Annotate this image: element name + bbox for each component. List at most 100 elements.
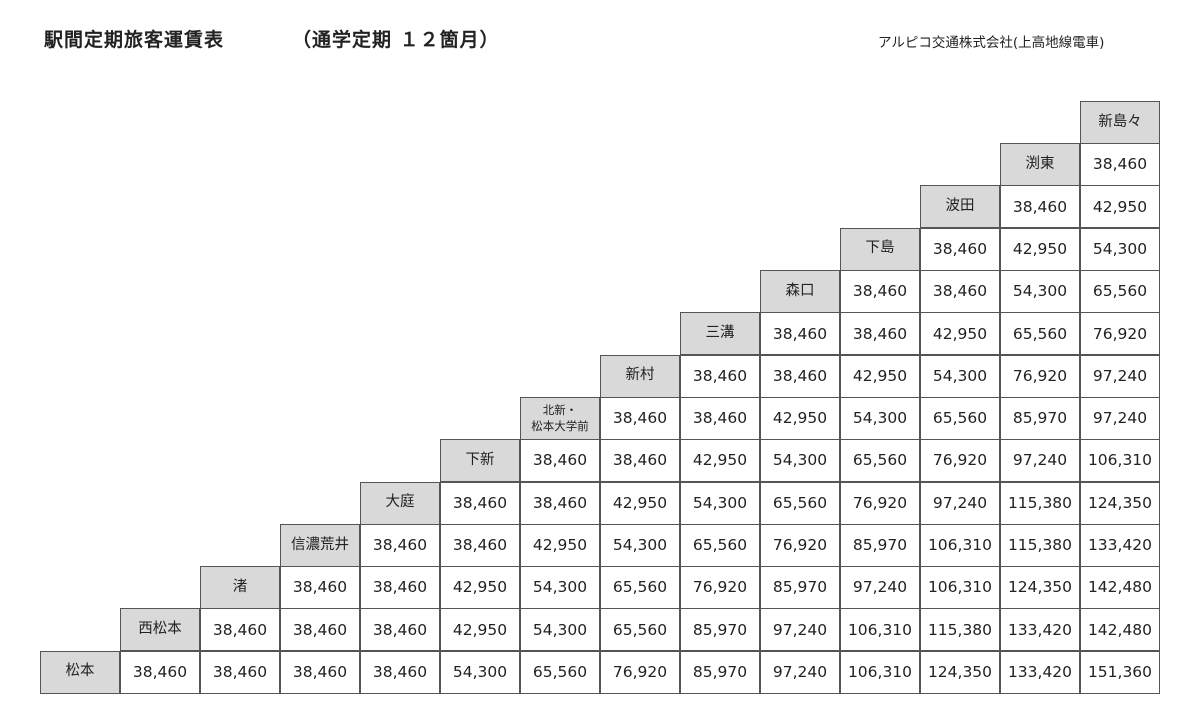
- fare-cell: 97,240: [1080, 396, 1160, 440]
- fare-cell: 38,460: [680, 354, 760, 398]
- fare-cell: 38,460: [280, 566, 360, 610]
- fare-cell: 38,460: [840, 312, 920, 356]
- fare-cell: 54,300: [920, 354, 1000, 398]
- fare-cell: 54,300: [680, 481, 760, 525]
- station-label: 新島々: [1080, 100, 1160, 144]
- fare-cell: 85,970: [760, 566, 840, 610]
- fare-cell: 38,460: [280, 650, 360, 694]
- station-label: 下新: [440, 439, 520, 483]
- fare-cell: 38,460: [600, 396, 680, 440]
- fare-cell: 106,310: [920, 523, 1000, 567]
- fare-cell: 42,950: [920, 312, 1000, 356]
- fare-cell: 42,950: [440, 566, 520, 610]
- fare-cell: 54,300: [520, 608, 600, 652]
- fare-cell: 42,950: [1080, 185, 1160, 229]
- fare-cell: 76,920: [840, 481, 920, 525]
- fare-cell: 76,920: [1000, 354, 1080, 398]
- station-label: 渚: [200, 566, 280, 610]
- fare-cell: 76,920: [600, 650, 680, 694]
- station-label: 新村: [600, 354, 680, 398]
- fare-cell: 42,950: [440, 608, 520, 652]
- fare-cell: 76,920: [1080, 312, 1160, 356]
- fare-cell: 38,460: [1000, 185, 1080, 229]
- fare-cell: 38,460: [680, 396, 760, 440]
- station-label: 波田: [920, 185, 1000, 229]
- fare-cell: 142,480: [1080, 566, 1160, 610]
- fare-cell: 106,310: [1080, 439, 1160, 483]
- fare-cell: 76,920: [760, 523, 840, 567]
- page-subtitle: （通学定期 １２箇月）: [292, 29, 500, 51]
- station-label: 信濃荒井: [280, 523, 360, 567]
- station-label: 下島: [840, 227, 920, 271]
- fare-cell: 54,300: [520, 566, 600, 610]
- fare-cell: 133,420: [1000, 608, 1080, 652]
- station-label: 北新・ 松本大学前: [520, 396, 600, 440]
- station-label: 西松本: [120, 608, 200, 652]
- fare-cell: 142,480: [1080, 608, 1160, 652]
- fare-cell: 65,560: [840, 439, 920, 483]
- fare-cell: 97,240: [840, 566, 920, 610]
- fare-cell: 42,950: [1000, 227, 1080, 271]
- fare-cell: 54,300: [1000, 270, 1080, 313]
- fare-cell: 124,350: [1080, 481, 1160, 525]
- fare-cell: 97,240: [920, 481, 1000, 525]
- fare-cell: 54,300: [840, 396, 920, 440]
- fare-cell: 133,420: [1000, 650, 1080, 694]
- fare-cell: 38,460: [440, 523, 520, 567]
- fare-cell: 65,560: [1080, 270, 1160, 313]
- fare-cell: 65,560: [600, 608, 680, 652]
- station-label: 三溝: [680, 312, 760, 356]
- fare-cell: 106,310: [840, 608, 920, 652]
- fare-cell: 97,240: [1000, 439, 1080, 483]
- fare-cell: 38,460: [360, 608, 440, 652]
- fare-cell: 76,920: [920, 439, 1000, 483]
- fare-cell: 65,560: [680, 523, 760, 567]
- fare-cell: 65,560: [1000, 312, 1080, 356]
- fare-cell: 42,950: [840, 354, 920, 398]
- fare-cell: 97,240: [1080, 354, 1160, 398]
- company-name: アルピコ交通株式会社(上高地線電車): [878, 35, 1105, 51]
- fare-cell: 106,310: [840, 650, 920, 694]
- fare-cell: 38,460: [760, 354, 840, 398]
- fare-cell: 38,460: [360, 523, 440, 567]
- fare-cell: 124,350: [920, 650, 1000, 694]
- fare-cell: 38,460: [120, 650, 200, 694]
- station-label: 森口: [760, 270, 840, 313]
- fare-cell: 38,460: [200, 650, 280, 694]
- fare-cell: 38,460: [200, 608, 280, 652]
- fare-cell: 38,460: [920, 270, 1000, 313]
- fare-cell: 54,300: [1080, 227, 1160, 271]
- fare-cell: 42,950: [760, 396, 840, 440]
- fare-cell: 85,970: [1000, 396, 1080, 440]
- station-label: 大庭: [360, 481, 440, 525]
- fare-cell: 42,950: [520, 523, 600, 567]
- fare-cell: 106,310: [920, 566, 1000, 610]
- fare-cell: 38,460: [520, 481, 600, 525]
- fare-cell: 115,380: [920, 608, 1000, 652]
- fare-cell: 38,460: [920, 227, 1000, 271]
- fare-cell: 42,950: [680, 439, 760, 483]
- fare-cell: 38,460: [280, 608, 360, 652]
- fare-cell: 54,300: [440, 650, 520, 694]
- fare-cell: 151,360: [1080, 650, 1160, 694]
- fare-cell: 38,460: [360, 650, 440, 694]
- fare-cell: 124,350: [1000, 566, 1080, 610]
- fare-cell: 42,950: [600, 481, 680, 525]
- fare-cell: 54,300: [600, 523, 680, 567]
- fare-cell: 38,460: [1080, 143, 1160, 187]
- fare-cell: 38,460: [440, 481, 520, 525]
- fare-cell: 85,970: [680, 650, 760, 694]
- fare-cell: 65,560: [920, 396, 1000, 440]
- fare-cell: 115,380: [1000, 523, 1080, 567]
- fare-cell: 38,460: [600, 439, 680, 483]
- fare-cell: 65,560: [760, 481, 840, 525]
- fare-cell: 85,970: [840, 523, 920, 567]
- station-label: 松本: [40, 650, 120, 694]
- fare-cell: 85,970: [680, 608, 760, 652]
- fare-cell: 133,420: [1080, 523, 1160, 567]
- fare-cell: 115,380: [1000, 481, 1080, 525]
- fare-cell: 38,460: [520, 439, 600, 483]
- fare-cell: 38,460: [360, 566, 440, 610]
- fare-cell: 65,560: [520, 650, 600, 694]
